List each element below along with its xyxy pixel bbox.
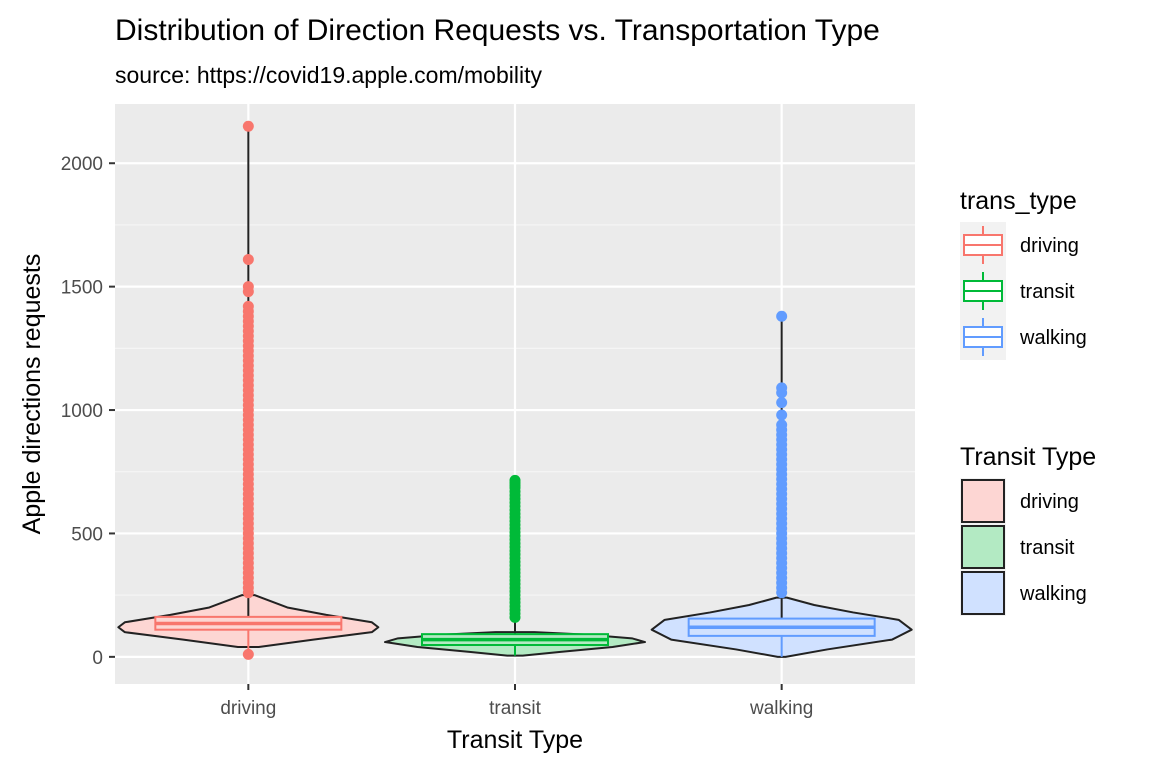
y-tick-label: 1000 <box>61 401 103 422</box>
outlier-point <box>776 409 787 420</box>
x-axis-title: Transit Type <box>447 726 583 754</box>
chart-subtitle: source: https://covid19.apple.com/mobili… <box>115 62 542 88</box>
outlier-point <box>776 387 787 398</box>
legend-key-fill <box>962 526 1004 568</box>
y-tick-label: 1500 <box>61 278 103 299</box>
y-axis-title: Apple directions requests <box>18 254 46 535</box>
legend-title: Transit Type <box>960 443 1096 471</box>
outlier-point <box>243 254 254 265</box>
x-tick-label: walking <box>749 698 813 719</box>
outlier-point <box>243 286 254 297</box>
legend-label: transit <box>1020 537 1075 559</box>
legend-key-fill <box>962 572 1004 614</box>
outlier-point <box>776 587 787 598</box>
outlier-point <box>776 311 787 322</box>
y-tick-label: 500 <box>71 524 103 545</box>
legend-label: walking <box>1019 327 1087 349</box>
outlier-point <box>776 397 787 408</box>
legend-label: driving <box>1020 235 1079 257</box>
legend-label: transit <box>1020 281 1075 303</box>
outlier-point <box>243 649 254 660</box>
legend-label: driving <box>1020 491 1079 513</box>
y-tick-label: 0 <box>92 648 103 669</box>
x-tick-label: driving <box>220 698 276 719</box>
outlier-point <box>243 587 254 598</box>
legend-label: walking <box>1019 583 1087 605</box>
x-tick-label: transit <box>489 698 541 719</box>
y-tick-label: 2000 <box>61 154 103 175</box>
legend-key-fill <box>962 480 1004 522</box>
legend-title: trans_type <box>960 187 1077 215</box>
chart-title: Distribution of Direction Requests vs. T… <box>115 14 880 47</box>
outlier-point <box>243 121 254 132</box>
outlier-point <box>510 612 521 623</box>
